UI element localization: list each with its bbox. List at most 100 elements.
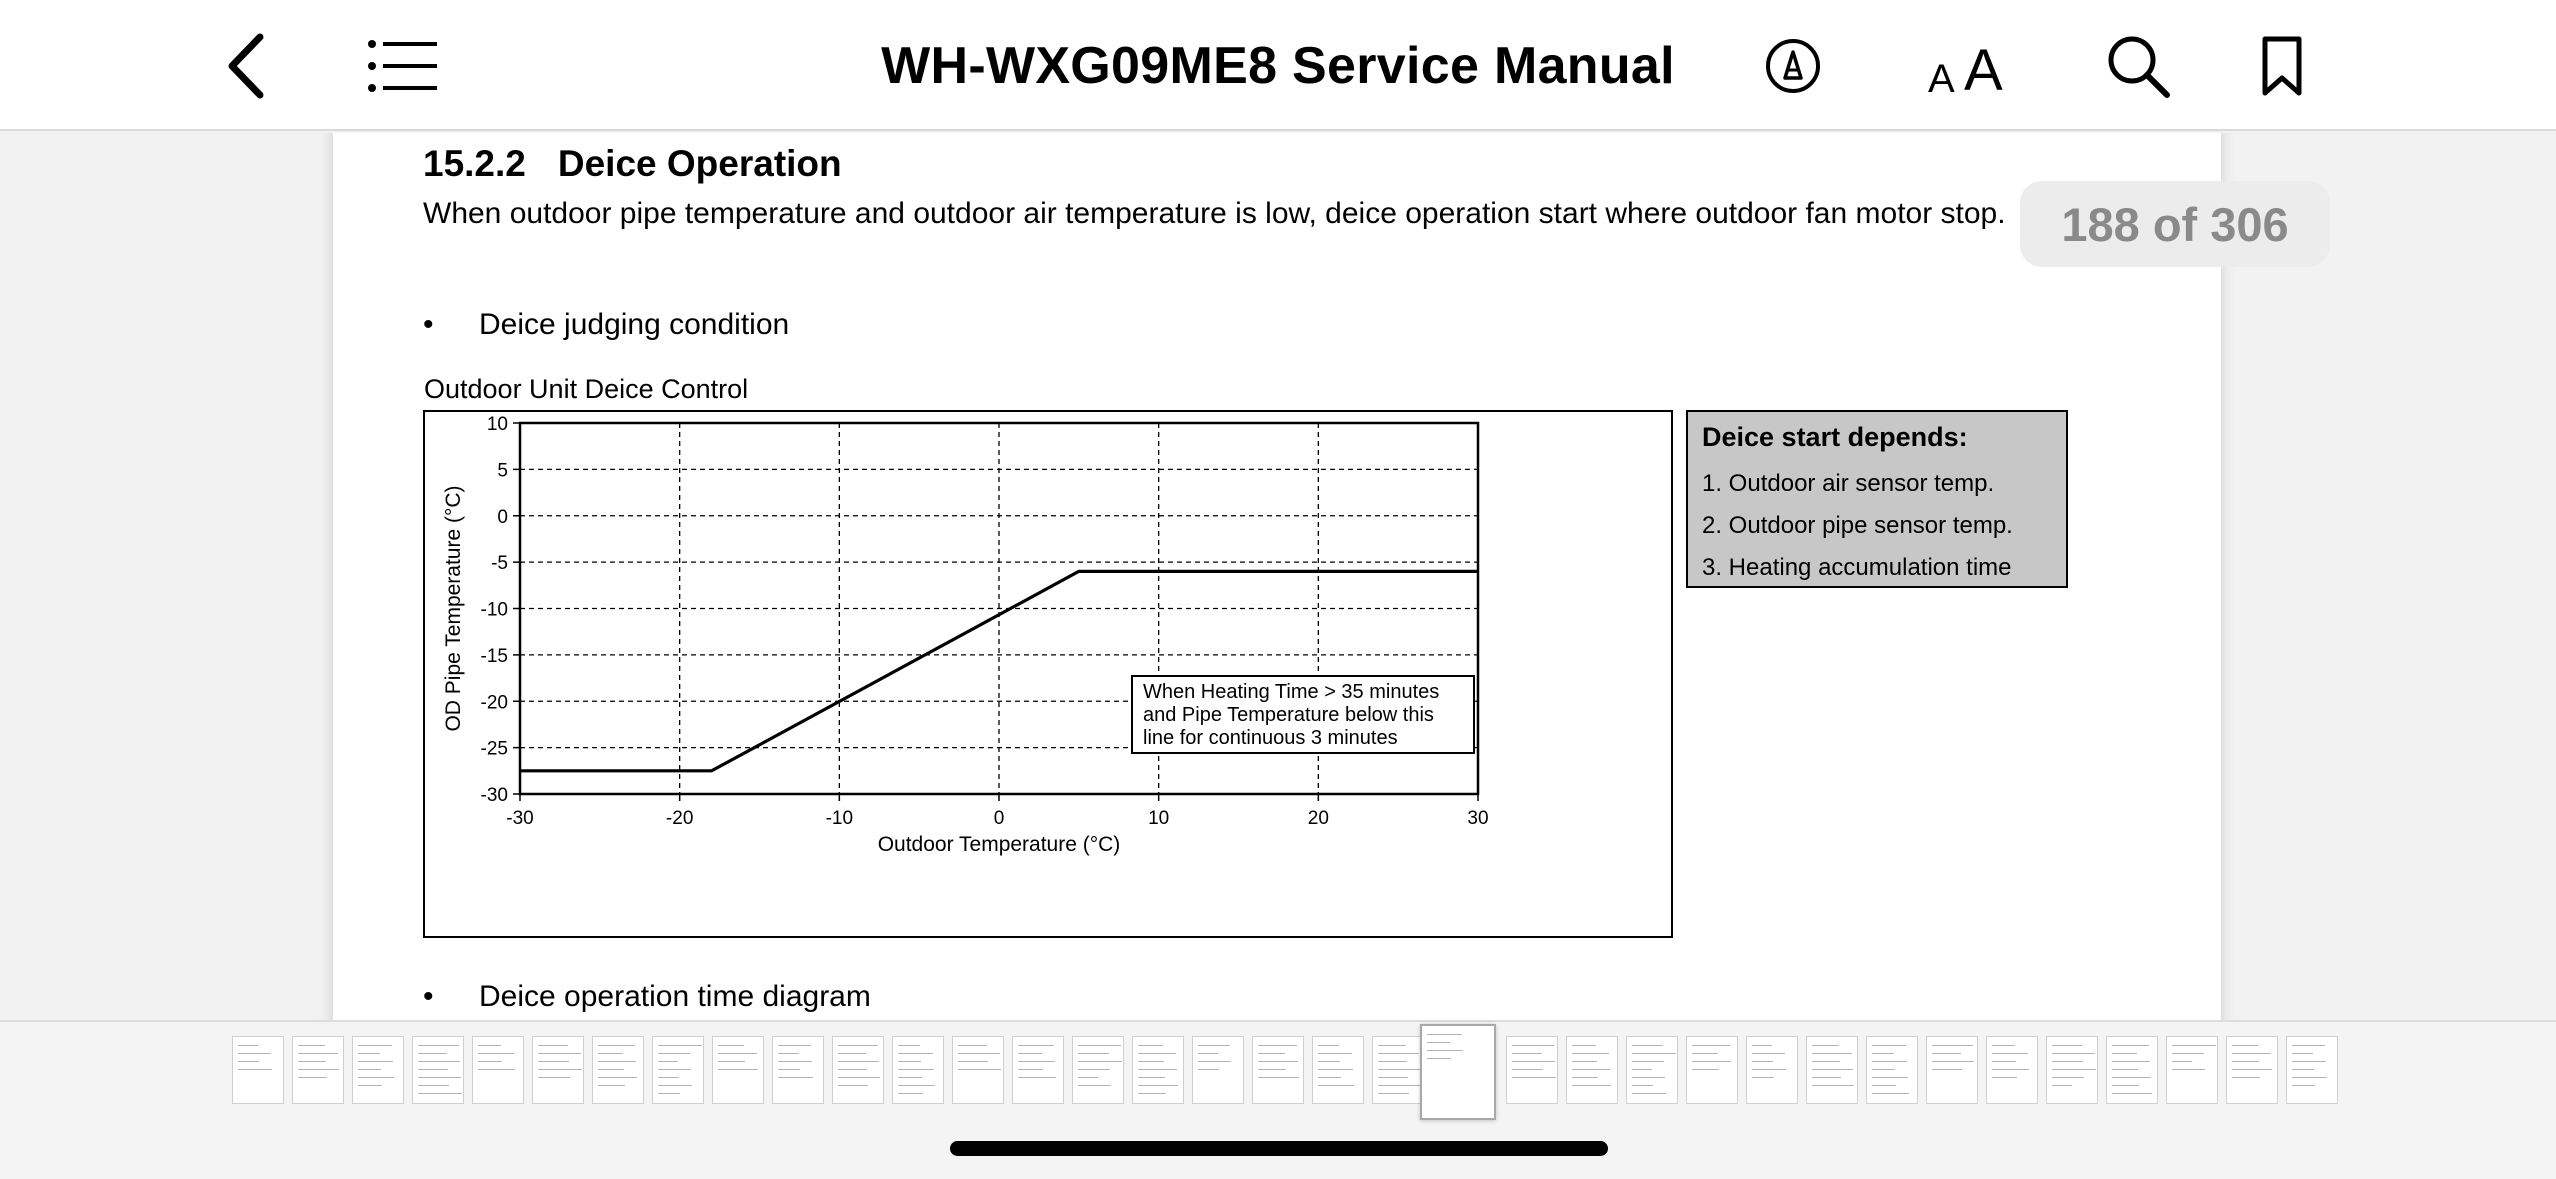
thumbnail-text-line bbox=[1258, 1053, 1285, 1054]
home-indicator[interactable] bbox=[950, 1141, 1608, 1156]
thumbnail-text-line bbox=[718, 1045, 744, 1046]
thumbnail-text-line bbox=[1752, 1069, 1786, 1070]
condition-item: 3. Heating accumulation time bbox=[1702, 554, 2012, 581]
thumbnail-text-line bbox=[658, 1053, 690, 1054]
chart-labels: Outdoor Temperature (°C) OD Pipe Temperat… bbox=[442, 485, 1120, 856]
thumbnail-text-line bbox=[358, 1085, 382, 1086]
thumbnail-text-line bbox=[1572, 1069, 1610, 1070]
text-size-button[interactable]: A A bbox=[1924, 30, 2012, 102]
page-thumbnail[interactable] bbox=[232, 1036, 284, 1104]
page-thumbnail[interactable] bbox=[2166, 1036, 2218, 1104]
y-tick-label: -30 bbox=[481, 785, 508, 806]
page-thumbnail[interactable] bbox=[1806, 1036, 1858, 1104]
page-thumbnail[interactable] bbox=[1372, 1036, 1424, 1104]
page-thumbnail[interactable] bbox=[1686, 1036, 1738, 1104]
thumbnail-text-line bbox=[1078, 1069, 1110, 1070]
thumbnail-text-line bbox=[1632, 1069, 1652, 1070]
thumbnail-text-line bbox=[2172, 1069, 2205, 1070]
thumbnail-text-line bbox=[1932, 1045, 1973, 1046]
page-thumbnail[interactable] bbox=[1926, 1036, 1978, 1104]
page-thumbnail[interactable] bbox=[2286, 1036, 2338, 1104]
thumbnail-text-line bbox=[1632, 1053, 1676, 1054]
page-thumbnail[interactable] bbox=[1192, 1036, 1244, 1104]
thumbnail-text-line bbox=[2112, 1069, 2138, 1070]
page-thumbnail[interactable] bbox=[352, 1036, 404, 1104]
back-button[interactable] bbox=[210, 30, 282, 102]
thumbnail-text-line bbox=[838, 1069, 867, 1070]
thumbnail-text-line bbox=[898, 1077, 922, 1078]
thumbnail-text-line bbox=[1992, 1069, 2029, 1070]
thumbnail-text-line bbox=[718, 1053, 757, 1054]
bookmark-button[interactable] bbox=[2246, 30, 2318, 102]
page-thumbnail[interactable] bbox=[892, 1036, 944, 1104]
page-thumbnail[interactable] bbox=[1866, 1036, 1918, 1104]
thumbnail-text-line bbox=[1812, 1061, 1840, 1062]
page-thumbnail[interactable] bbox=[2106, 1036, 2158, 1104]
thumbnail-strip[interactable] bbox=[0, 1020, 2556, 1179]
thumbnail-text-line bbox=[358, 1077, 394, 1078]
thumbnail-text-line bbox=[358, 1069, 381, 1070]
thumbnail-text-line bbox=[1752, 1053, 1785, 1054]
page-thumbnail[interactable] bbox=[2226, 1036, 2278, 1104]
x-tick-label: -30 bbox=[506, 808, 533, 829]
y-tick-label: -5 bbox=[491, 553, 508, 574]
thumbnail-text-line bbox=[538, 1061, 569, 1062]
page-thumbnail[interactable] bbox=[1986, 1036, 2038, 1104]
thumbnail-text-line bbox=[1258, 1061, 1298, 1062]
page-thumbnail[interactable] bbox=[1012, 1036, 1064, 1104]
thumbnail-text-line bbox=[1812, 1077, 1841, 1078]
section-paragraph: When outdoor pipe temperature and outdoo… bbox=[423, 197, 2006, 230]
page-thumbnail[interactable] bbox=[1132, 1036, 1184, 1104]
thumbnail-text-line bbox=[1258, 1045, 1297, 1046]
thumbnail-text-line bbox=[838, 1085, 868, 1086]
thumbnail-text-line bbox=[1258, 1069, 1286, 1070]
thumbnail-text-line bbox=[238, 1045, 258, 1046]
page-thumbnail[interactable] bbox=[712, 1036, 764, 1104]
page-thumbnail[interactable] bbox=[292, 1036, 344, 1104]
thumbnail-text-line bbox=[2292, 1061, 2326, 1062]
thumbnail-text-line bbox=[2052, 1085, 2072, 1086]
page-thumbnail[interactable] bbox=[1506, 1036, 1558, 1104]
thumbnail-text-line bbox=[658, 1061, 678, 1062]
markup-button[interactable] bbox=[1757, 30, 1829, 102]
thumbnail-text-line bbox=[1138, 1053, 1176, 1054]
thumbnail-text-line bbox=[2292, 1077, 2327, 1078]
page-thumbnail[interactable] bbox=[772, 1036, 824, 1104]
page-thumbnail[interactable] bbox=[472, 1036, 524, 1104]
thumbnail-text-line bbox=[1018, 1077, 1056, 1078]
thumbnail-text-line bbox=[238, 1053, 271, 1054]
thumbnail-text-line bbox=[1872, 1085, 1896, 1086]
page-thumbnail[interactable] bbox=[2046, 1036, 2098, 1104]
bullet-text: Deice operation time diagram bbox=[479, 980, 871, 1013]
page-thumbnail-active[interactable] bbox=[1420, 1024, 1496, 1120]
page-thumbnail[interactable] bbox=[652, 1036, 704, 1104]
thumbnail-text-line bbox=[2112, 1085, 2139, 1086]
page-thumbnail[interactable] bbox=[1746, 1036, 1798, 1104]
page-thumbnail[interactable] bbox=[1626, 1036, 1678, 1104]
thumbnail-text-line bbox=[418, 1061, 460, 1062]
page-thumbnail[interactable] bbox=[1072, 1036, 1124, 1104]
thumbnail-text-line bbox=[2112, 1077, 2151, 1078]
x-tick-label: 0 bbox=[994, 808, 1005, 829]
y-axis-label: OD Pipe Temperature (°C) bbox=[442, 485, 465, 731]
page-thumbnail[interactable] bbox=[592, 1036, 644, 1104]
thumbnail-text-line bbox=[778, 1061, 812, 1062]
thumbnail-text-line bbox=[1427, 1058, 1451, 1059]
contents-list-button[interactable] bbox=[366, 30, 438, 102]
page-thumbnail[interactable] bbox=[832, 1036, 884, 1104]
thumbnail-text-line bbox=[1812, 1085, 1854, 1086]
page-thumbnail[interactable] bbox=[412, 1036, 464, 1104]
page-thumbnail[interactable] bbox=[1312, 1036, 1364, 1104]
thumbnail-text-line bbox=[2292, 1069, 2314, 1070]
thumbnail-text-line bbox=[1512, 1077, 1556, 1078]
page-thumbnail[interactable] bbox=[532, 1036, 584, 1104]
thumbnail-text-line bbox=[838, 1077, 880, 1078]
x-tick-label: 20 bbox=[1308, 808, 1329, 829]
page-thumbnail[interactable] bbox=[1252, 1036, 1304, 1104]
page-thumbnail[interactable] bbox=[952, 1036, 1004, 1104]
search-button[interactable] bbox=[2102, 30, 2174, 102]
thumbnail-text-line bbox=[1198, 1069, 1219, 1070]
thumbnail-text-line bbox=[1078, 1045, 1121, 1046]
page-thumbnail[interactable] bbox=[1566, 1036, 1618, 1104]
document-viewer[interactable]: 15.2.2 Deice Operation When outdoor pipe … bbox=[0, 133, 2556, 1020]
